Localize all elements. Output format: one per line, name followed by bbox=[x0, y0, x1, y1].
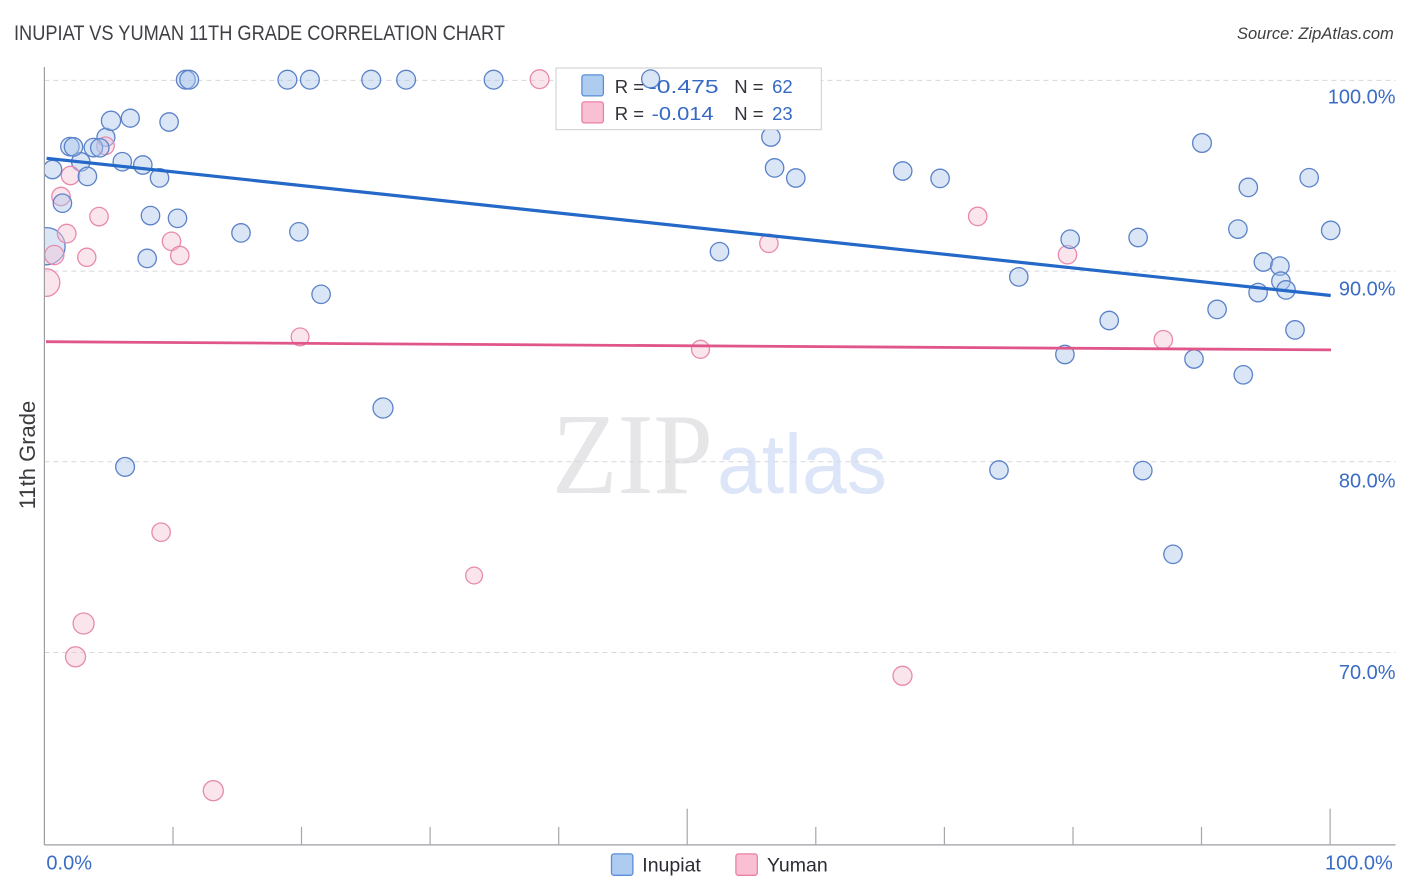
svg-text:R =: R = bbox=[615, 76, 644, 97]
svg-text:90.0%: 90.0% bbox=[1339, 279, 1396, 301]
svg-text:11th Grade: 11th Grade bbox=[15, 401, 40, 509]
svg-text:Yuman: Yuman bbox=[767, 855, 828, 877]
svg-text:100.0%: 100.0% bbox=[1328, 87, 1396, 109]
svg-text:-0.475: -0.475 bbox=[649, 76, 719, 97]
svg-text:Source: ZipAtlas.com: Source: ZipAtlas.com bbox=[1237, 25, 1394, 43]
svg-text:N =: N = bbox=[734, 76, 763, 97]
svg-text:Inupiat: Inupiat bbox=[642, 855, 701, 877]
svg-text:atlas: atlas bbox=[717, 417, 887, 511]
svg-text:100.0%: 100.0% bbox=[1325, 853, 1393, 875]
svg-text:80.0%: 80.0% bbox=[1339, 471, 1396, 493]
svg-text:INUPIAT VS YUMAN 11TH GRADE CO: INUPIAT VS YUMAN 11TH GRADE CORRELATION … bbox=[14, 22, 505, 45]
svg-text:23: 23 bbox=[772, 103, 793, 124]
svg-text:N =: N = bbox=[734, 103, 763, 124]
svg-text:70.0%: 70.0% bbox=[1339, 662, 1396, 684]
svg-text:-0.014: -0.014 bbox=[652, 103, 714, 124]
svg-text:0.0%: 0.0% bbox=[46, 853, 92, 875]
svg-text:62: 62 bbox=[772, 76, 793, 97]
svg-text:ZIP: ZIP bbox=[552, 391, 713, 519]
svg-text:R =: R = bbox=[615, 103, 644, 124]
